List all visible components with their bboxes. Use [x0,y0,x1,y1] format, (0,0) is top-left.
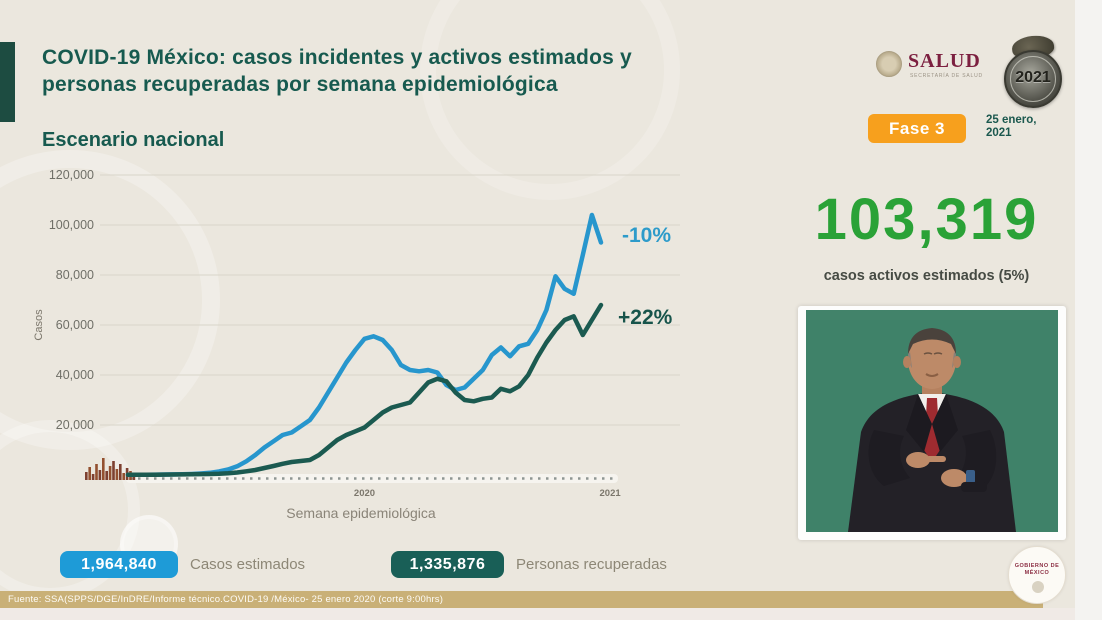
early-incident-bar [85,472,88,480]
estimated-cases-label: Casos estimados [190,556,306,573]
early-incident-bar [112,461,115,480]
salud-seal-icon [876,51,902,77]
slide-subtitle: Escenario nacional [42,129,225,151]
x-tick-label: 2020 [354,488,375,499]
gobierno-seal-emblem-icon [1032,581,1044,593]
source-footer-bar: Fuente: SSA(SPPS/DGE/InDRE/Informe técni… [0,591,1043,608]
weekly-change-annotation-estimated: -10% [622,224,672,247]
x-axis-label: Semana epidemiológica [286,505,436,521]
video-letterbox-right [1075,0,1102,620]
early-incident-bar [98,470,102,480]
gobierno-seal-line2: MÉXICO [1024,570,1050,576]
video-letterbox-bottom [0,608,1075,620]
y-tick-label: 80,000 [56,268,94,282]
gobierno-seal-line1: GOBIERNO DE [1014,563,1060,569]
early-incident-bar [105,471,108,480]
early-incident-bar [102,458,105,480]
slide-title: COVID-19 México: casos incidentes y acti… [42,44,762,98]
y-tick-label: 120,000 [49,168,94,182]
salud-logo: SALUD SECRETARÍA DE SALUD [874,48,1034,90]
epidemic-curve-chart: 120,000 100,000 80,000 60,000 40,000 20,000 20… [30,162,710,530]
series-casos-estimados [125,212,604,478]
recovered-badge: 1,335,876 [391,551,504,578]
estimated-cases-badge: 1,964,840 [60,551,178,578]
early-incident-bar [132,475,136,480]
y-tick-label: 20,000 [56,418,94,432]
active-cases-label: casos activos estimados (5%) [823,268,1030,284]
y-axis-label: Casos [33,309,45,341]
y-tick-label: 40,000 [56,368,94,382]
slide-date: 25 enero, 2021 [986,114,1037,140]
medallion-ring [1010,56,1056,102]
epidemic-curve-svg: 120,000 100,000 80,000 60,000 40,000 20,000 20… [33,168,680,521]
salud-logo-subtext: SECRETARÍA DE SALUD [910,73,983,79]
slide-date-line1: 25 enero, [986,114,1037,126]
early-incident-bar [108,466,112,480]
sign-language-interpreter-video [798,306,1066,540]
fase-3-badge: Fase 3 [868,114,966,143]
source-text: Fuente: SSA(SPPS/DGE/InDRE/Informe técni… [8,594,444,605]
slide-date-line2: 2021 [986,127,1012,139]
medallion-year-text: 2021 [1015,69,1051,86]
slide-title-line1: COVID-19 México: casos incidentes y acti… [42,46,632,69]
gobierno-de-mexico-seal: GOBIERNO DE MÉXICO [1008,546,1066,604]
active-cases-value: 103,319 [814,187,1039,252]
y-tick-label: 100,000 [49,218,94,232]
series-personas-recuperadas [125,302,604,478]
recovered-label: Personas recuperadas [516,556,667,573]
early-incident-bar [122,473,125,480]
early-incident-bar [95,464,98,480]
title-accent-bar [0,42,15,122]
gobierno-seal-text: GOBIERNO DE MÉXICO [1009,563,1065,577]
early-incident-bar [91,474,95,480]
early-incident-bar [119,464,122,480]
early-incident-bar [115,469,119,480]
salud-logo-text: SALUD [908,50,981,72]
interpreter-video-screen [806,310,1058,532]
weekly-change-annotation-recovered: +22% [618,306,673,329]
early-incident-bar [88,467,91,480]
slide-title-line2: personas recuperadas por semana epidemio… [42,73,558,96]
y-tick-label: 60,000 [56,318,94,332]
x-tick-label: 2021 [600,488,622,499]
year-medallion-2021: 2021 [1004,50,1062,108]
interpreter-figure [806,310,1058,532]
presentation-slide: COVID-19 México: casos incidentes y acti… [0,0,1066,608]
